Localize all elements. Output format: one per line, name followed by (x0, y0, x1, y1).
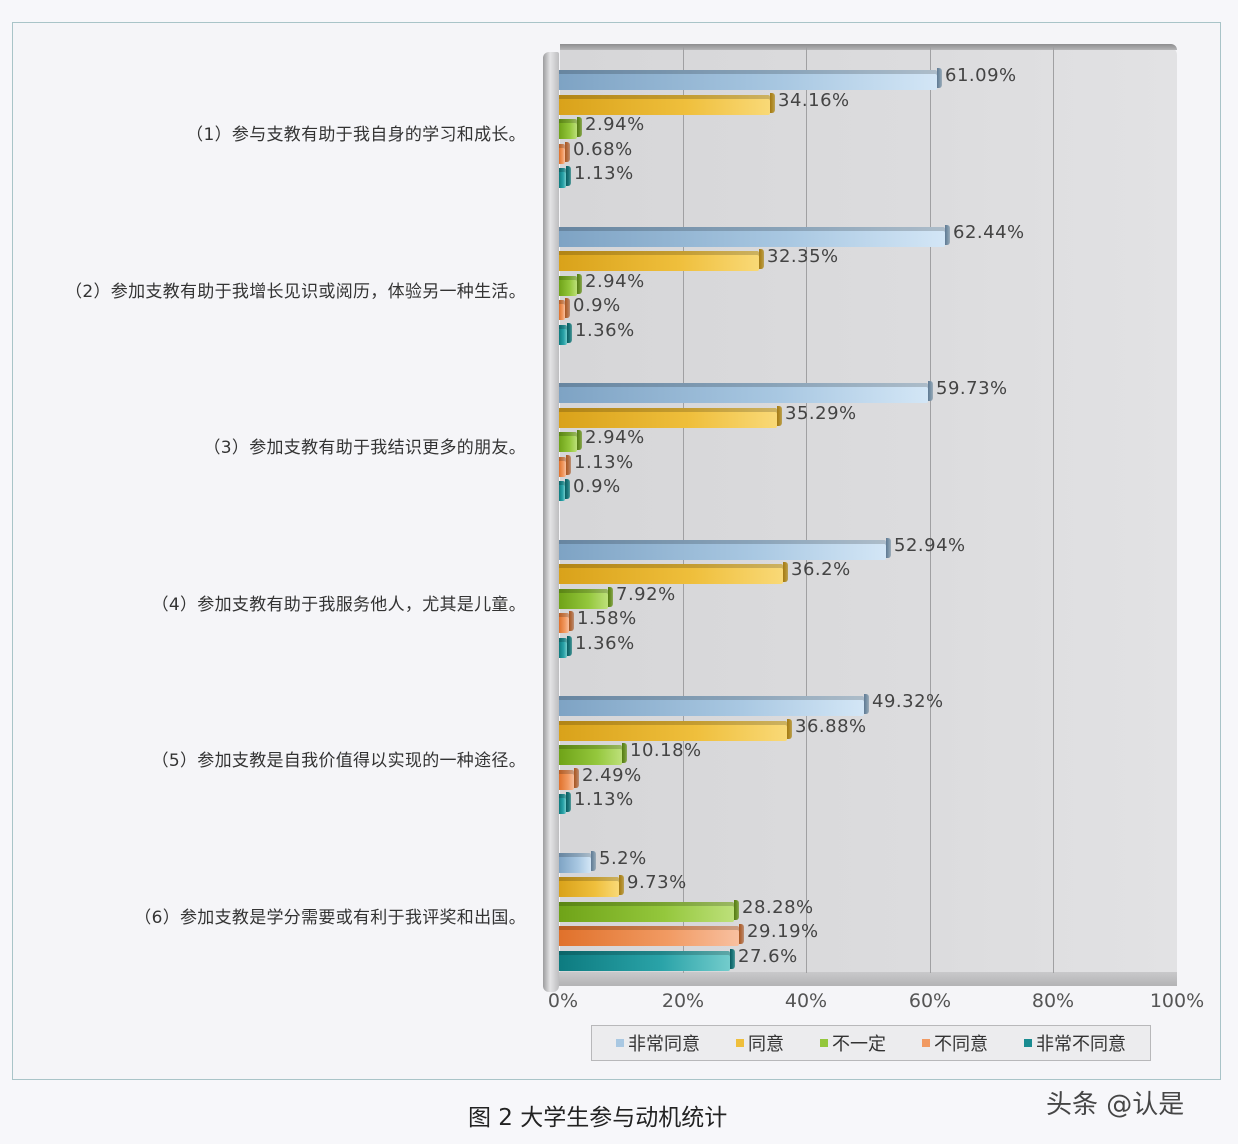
data-label: 32.35% (767, 246, 839, 267)
data-label: 2.94% (585, 114, 645, 135)
x-tick-label: 100% (1149, 990, 1205, 1012)
legend-swatch-icon (820, 1039, 828, 1047)
data-label: 2.94% (585, 271, 645, 292)
category-label: （6）参加支教是学分需要或有利于我评奖和出国。 (134, 908, 526, 928)
category-axis-pillar (543, 52, 559, 992)
bar (559, 383, 928, 403)
plot-area (560, 47, 1177, 985)
figure-caption: 图 2 大学生参与动机统计 (468, 1105, 728, 1131)
bar (559, 638, 567, 658)
bar (559, 481, 565, 501)
bar (559, 721, 787, 741)
legend-swatch-icon (616, 1039, 624, 1047)
x-tick-label: 60% (908, 990, 952, 1012)
data-label: 1.36% (575, 633, 635, 654)
data-label: 10.18% (630, 740, 702, 761)
gridline (683, 47, 684, 973)
gridline (930, 47, 931, 973)
legend-item-strongly-disagree: 非常不同意 (1024, 1030, 1126, 1056)
bar (559, 325, 567, 345)
data-label: 36.2% (791, 559, 851, 580)
category-label: （5）参加支教是自我价值得以实现的一种途径。 (151, 751, 526, 771)
legend-label: 不一定 (832, 1034, 886, 1055)
bar (559, 227, 945, 247)
bar (559, 926, 739, 946)
data-label: 34.16% (778, 90, 850, 111)
bar (559, 877, 619, 897)
bar (559, 564, 783, 584)
bar (559, 70, 937, 90)
plot-floor (558, 972, 1177, 986)
data-label: 49.32% (872, 691, 944, 712)
bar (559, 168, 566, 188)
x-tick-label: 0% (547, 990, 579, 1012)
data-label: 1.13% (574, 163, 634, 184)
bar (559, 613, 569, 633)
data-label: 0.68% (573, 139, 633, 160)
x-tick-label: 20% (661, 990, 705, 1012)
legend-label: 非常不同意 (1036, 1034, 1126, 1055)
legend-item-agree: 同意 (736, 1030, 784, 1056)
x-tick-label: 40% (784, 990, 828, 1012)
legend-swatch-icon (1024, 1039, 1032, 1047)
x-tick-label: 80% (1031, 990, 1075, 1012)
bar (559, 408, 777, 428)
data-label: 7.92% (616, 584, 676, 605)
data-label: 5.2% (599, 848, 647, 869)
legend-item-uncertain: 不一定 (820, 1030, 886, 1056)
legend-label: 同意 (748, 1034, 784, 1055)
legend-item-strongly-agree: 非常同意 (616, 1030, 700, 1056)
bar (559, 251, 759, 271)
bar (559, 902, 734, 922)
bar (559, 853, 591, 873)
data-label: 1.58% (577, 608, 637, 629)
category-label: （4）参加支教有助于我服务他人，尤其是儿童。 (151, 595, 526, 615)
category-label: （1）参与支教有助于我自身的学习和成长。 (186, 125, 526, 145)
category-label: （3）参加支教有助于我结识更多的朋友。 (203, 438, 526, 458)
legend-item-disagree: 不同意 (922, 1030, 988, 1056)
data-label: 2.49% (582, 765, 642, 786)
data-label: 1.13% (574, 789, 634, 810)
data-label: 52.94% (894, 535, 966, 556)
category-label: （2）参加支教有助于我增长见识或阅历，体验另一种生活。 (65, 282, 526, 302)
data-label: 1.13% (574, 452, 634, 473)
data-label: 36.88% (795, 716, 867, 737)
bar (559, 794, 566, 814)
bar (559, 276, 577, 296)
legend: 非常同意 同意 不一定 不同意 非常不同意 (591, 1025, 1151, 1061)
plot-top-edge (560, 44, 1177, 50)
data-label: 9.73% (627, 872, 687, 893)
data-label: 35.29% (785, 403, 857, 424)
data-label: 0.9% (573, 295, 621, 316)
data-label: 61.09% (945, 65, 1017, 86)
bar (559, 951, 730, 971)
data-label: 1.36% (575, 320, 635, 341)
bar (559, 119, 577, 139)
bar (559, 770, 574, 790)
gridline (806, 47, 807, 973)
bar (559, 589, 608, 609)
bar (559, 696, 864, 716)
data-label: 59.73% (936, 378, 1008, 399)
bar (559, 95, 770, 115)
bar (559, 144, 565, 164)
bar (559, 457, 566, 477)
legend-swatch-icon (922, 1039, 930, 1047)
gridline (1053, 47, 1054, 973)
bar (559, 745, 622, 765)
data-label: 62.44% (953, 222, 1025, 243)
data-label: 28.28% (742, 897, 814, 918)
legend-swatch-icon (736, 1039, 744, 1047)
bar (559, 540, 886, 560)
data-label: 0.9% (573, 476, 621, 497)
data-label: 2.94% (585, 427, 645, 448)
bar (559, 432, 577, 452)
data-label: 29.19% (747, 921, 819, 942)
watermark: 头条 @认是 (1046, 1090, 1185, 1120)
legend-label: 非常同意 (628, 1034, 700, 1055)
legend-label: 不同意 (934, 1034, 988, 1055)
data-label: 27.6% (738, 946, 798, 967)
bar (559, 300, 565, 320)
